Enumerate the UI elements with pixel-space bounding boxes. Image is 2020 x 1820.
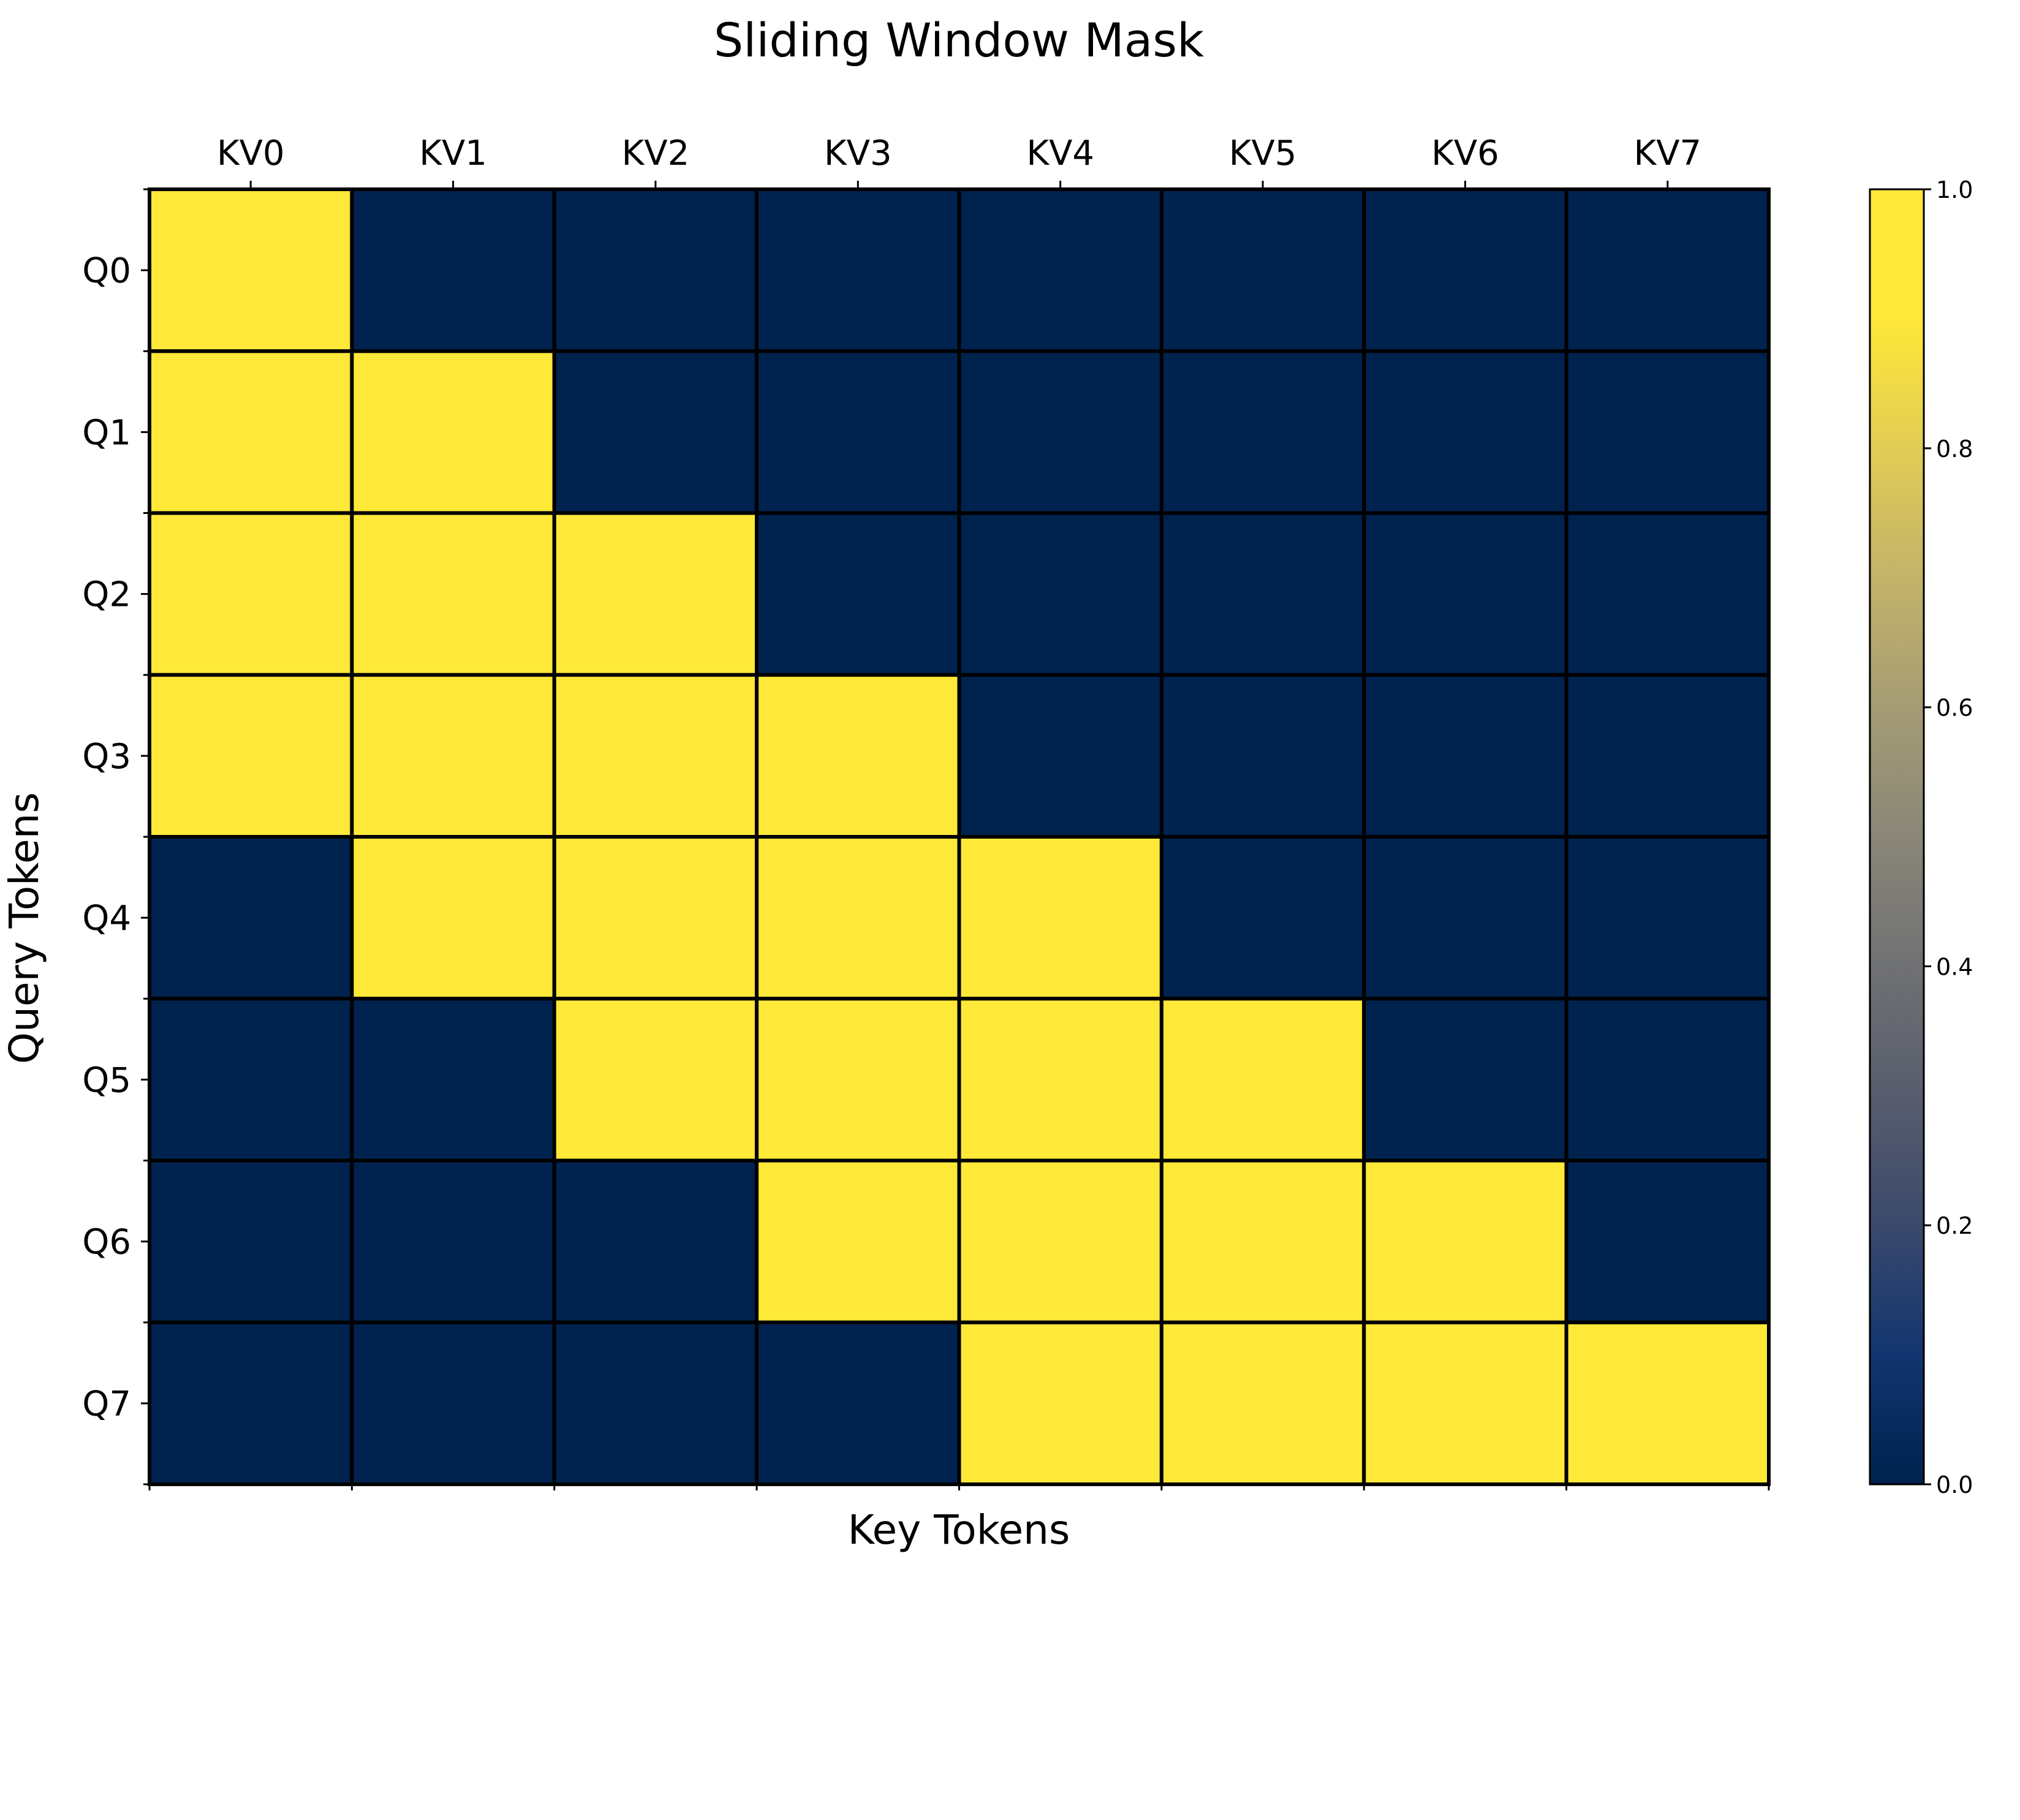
heatmap-cell xyxy=(148,511,354,677)
heatmap-cell xyxy=(755,349,961,515)
x-tick-label: KV0 xyxy=(217,134,285,173)
heatmap-cell xyxy=(552,1320,759,1486)
heatmap-cell xyxy=(957,673,1163,839)
y-tick-label: Q4 xyxy=(82,899,131,938)
heatmap-cell xyxy=(350,835,556,1001)
heatmap-cell xyxy=(350,1158,556,1324)
heatmap-cell xyxy=(552,835,759,1001)
heatmap-cell xyxy=(1564,1158,1771,1324)
heatmap-cell xyxy=(957,511,1163,677)
y-axis-ticks: Q0 Q1 Q2 Q3 Q4 Q5 Q6 Q7 xyxy=(82,188,149,1486)
heatmap-cell xyxy=(552,997,759,1163)
heatmap-cell xyxy=(1159,673,1366,839)
heatmap-cell xyxy=(957,997,1163,1163)
heatmap-cell xyxy=(1564,997,1771,1163)
y-tick-label: Q1 xyxy=(82,413,131,453)
heatmap-cell xyxy=(1159,511,1366,677)
heatmap-cell xyxy=(1362,1320,1568,1486)
heatmap-cell xyxy=(755,1320,961,1486)
heatmap-cell xyxy=(1159,187,1366,353)
heatmap-cell xyxy=(350,673,556,839)
heatmap-cells xyxy=(148,187,1771,1486)
heatmap-cell xyxy=(755,997,961,1163)
heatmap-cell xyxy=(552,187,759,353)
colorbar-tick-label: 0.8 xyxy=(1936,436,1973,463)
heatmap-cell xyxy=(148,1320,354,1486)
colorbar-ticks: 0.0 0.2 0.4 0.6 0.8 1.0 xyxy=(1924,176,1973,1498)
chart-title: Sliding Window Mask xyxy=(714,13,1204,67)
heatmap-cell xyxy=(1564,673,1771,839)
heatmap-cell xyxy=(552,511,759,677)
heatmap-cell xyxy=(755,1158,961,1324)
heatmap-cell xyxy=(1159,1320,1366,1486)
colorbar-tick-label: 0.2 xyxy=(1936,1212,1973,1239)
colorbar-gradient xyxy=(1869,188,1925,1486)
x-tick-label: KV6 xyxy=(1431,134,1499,173)
heatmap-cell xyxy=(1564,187,1771,353)
heatmap-cell xyxy=(552,1158,759,1324)
heatmap-cell xyxy=(1564,835,1771,1001)
heatmap-cell xyxy=(350,349,556,515)
x-tick-label: KV4 xyxy=(1026,134,1094,173)
heatmap-cell xyxy=(1159,349,1366,515)
heatmap-cell xyxy=(148,187,354,353)
x-axis-bottom-tick-marks xyxy=(148,1484,1770,1490)
x-tick-label: KV5 xyxy=(1229,134,1297,173)
heatmap-cell xyxy=(350,997,556,1163)
heatmap-cell xyxy=(148,835,354,1001)
heatmap-cell xyxy=(755,673,961,839)
y-axis-label: Query Tokens xyxy=(1,792,48,1064)
heatmap-cell xyxy=(552,673,759,839)
heatmap-cell xyxy=(957,349,1163,515)
heatmap-cell xyxy=(350,1320,556,1486)
heatmap-cell xyxy=(148,997,354,1163)
colorbar: 0.0 0.2 0.4 0.6 0.8 1.0 xyxy=(1869,176,1973,1498)
heatmap-cell xyxy=(148,673,354,839)
heatmap-cell xyxy=(552,349,759,515)
heatmap-cell xyxy=(1159,997,1366,1163)
x-axis-ticks: KV0 KV1 KV2 KV3 KV4 KV5 KV6 KV7 xyxy=(217,134,1701,189)
heatmap-cell xyxy=(755,187,961,353)
heatmap-cell xyxy=(1362,835,1568,1001)
heatmap-cell xyxy=(1362,511,1568,677)
y-tick-label: Q6 xyxy=(82,1223,131,1263)
heatmap-cell xyxy=(1159,835,1366,1001)
heatmap-cell xyxy=(1564,511,1771,677)
y-tick-label: Q7 xyxy=(82,1384,131,1424)
heatmap-cell xyxy=(1362,673,1568,839)
heatmap-cell xyxy=(957,187,1163,353)
heatmap-cell xyxy=(1362,349,1568,515)
heatmap-cell xyxy=(957,835,1163,1001)
heatmap-cell xyxy=(1362,187,1568,353)
heatmap-cell xyxy=(1564,1320,1771,1486)
heatmap-cell xyxy=(1362,1158,1568,1324)
y-tick-label: Q5 xyxy=(82,1060,131,1100)
heatmap-cell xyxy=(350,187,556,353)
x-tick-label: KV1 xyxy=(419,134,487,173)
x-tick-label: KV2 xyxy=(622,134,690,173)
y-tick-label: Q3 xyxy=(82,737,131,777)
y-tick-label: Q0 xyxy=(82,251,131,291)
y-tick-label: Q2 xyxy=(82,575,131,615)
heatmap-cell xyxy=(957,1320,1163,1486)
heatmap-cell xyxy=(755,835,961,1001)
colorbar-tick-label: 1.0 xyxy=(1936,176,1973,203)
x-tick-label: KV3 xyxy=(824,134,892,173)
heatmap-cell xyxy=(1362,997,1568,1163)
colorbar-tick-label: 0.4 xyxy=(1936,953,1973,980)
heatmap-cell xyxy=(148,349,354,515)
heatmap-cell xyxy=(957,1158,1163,1324)
heatmap-cell xyxy=(755,511,961,677)
x-tick-label: KV7 xyxy=(1633,134,1701,173)
colorbar-tick-label: 0.0 xyxy=(1936,1471,1973,1498)
x-axis-label: Key Tokens xyxy=(848,1506,1070,1554)
heatmap-cell xyxy=(1564,349,1771,515)
colorbar-tick-label: 0.6 xyxy=(1936,695,1973,722)
heatmap-cell xyxy=(1159,1158,1366,1324)
heatmap-cell xyxy=(148,1158,354,1324)
heatmap-cell xyxy=(350,511,556,677)
